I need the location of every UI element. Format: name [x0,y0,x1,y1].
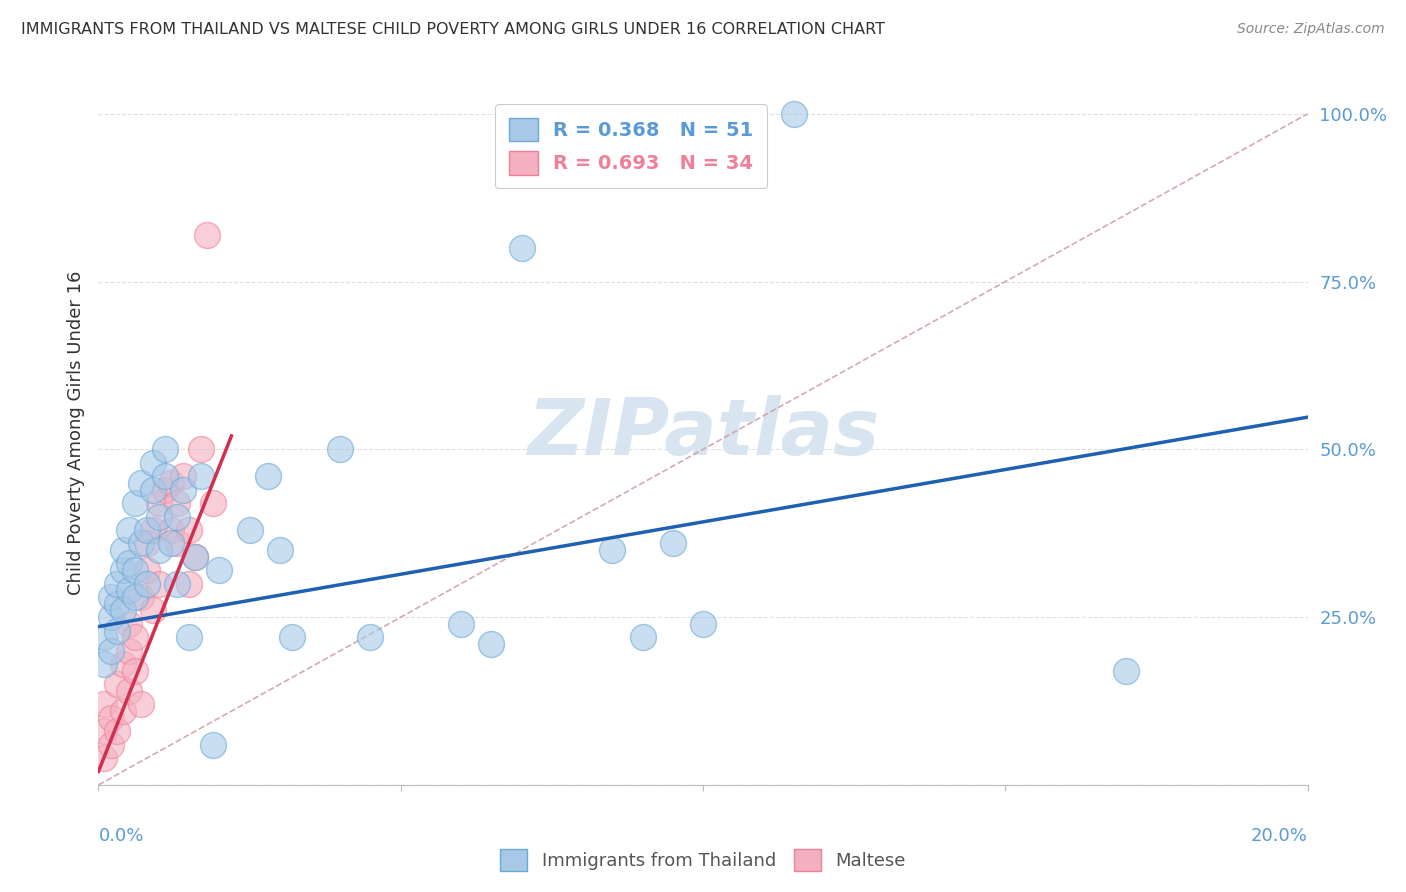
Point [135,563,157,577]
Point [166,496,188,510]
Point [118,684,141,698]
Point [129,475,152,490]
Point [111,543,134,558]
Point [142,483,165,497]
Point [148,509,170,524]
Point [118,523,141,537]
Point [142,523,165,537]
Point [184,549,207,564]
Point [100,711,122,725]
Point [118,644,141,658]
Text: 20.0%: 20.0% [1251,827,1308,846]
Point [661,536,683,550]
Point [179,630,201,644]
Point [360,630,382,644]
Point [208,563,231,577]
Point [118,557,141,571]
Point [692,616,714,631]
Point [172,483,194,497]
Point [135,576,157,591]
Point [184,549,207,564]
Point [148,496,170,510]
Text: Source: ZipAtlas.com: Source: ZipAtlas.com [1237,22,1385,37]
Point [93,657,115,672]
Point [93,630,115,644]
Point [100,590,122,604]
Point [93,724,115,739]
Point [118,616,141,631]
Point [450,616,472,631]
Point [111,657,134,672]
Point [202,496,225,510]
Point [153,442,176,457]
Point [111,704,134,718]
Point [148,543,170,558]
Point [1115,664,1137,678]
Point [190,469,212,483]
Point [256,469,278,483]
Point [172,469,194,483]
Point [111,563,134,577]
Point [160,475,183,490]
Y-axis label: Child Poverty Among Girls Under 16: Child Poverty Among Girls Under 16 [66,270,84,595]
Point [105,597,128,611]
Point [269,543,291,558]
Point [129,698,152,712]
Point [93,698,115,712]
Point [93,751,115,765]
Point [100,644,122,658]
Point [129,590,152,604]
Legend: R = 0.368   N = 51, R = 0.693   N = 34: R = 0.368 N = 51, R = 0.693 N = 34 [495,104,768,188]
Point [105,724,128,739]
Point [135,523,157,537]
Point [105,624,128,638]
Point [135,536,157,550]
Point [100,610,122,624]
Legend: Immigrants from Thailand, Maltese: Immigrants from Thailand, Maltese [494,842,912,879]
Point [124,563,146,577]
Point [202,738,225,752]
Point [142,603,165,617]
Point [118,583,141,598]
Point [179,576,201,591]
Point [329,442,352,457]
Point [602,543,624,558]
Point [166,509,188,524]
Point [160,536,183,550]
Point [160,523,183,537]
Point [631,630,654,644]
Point [105,576,128,591]
Point [105,677,128,691]
Point [153,483,176,497]
Point [100,738,122,752]
Point [239,523,262,537]
Point [124,590,146,604]
Point [195,227,218,242]
Point [510,241,533,255]
Point [153,469,176,483]
Point [124,496,146,510]
Point [129,536,152,550]
Point [111,603,134,617]
Point [166,576,188,591]
Point [190,442,212,457]
Text: IMMIGRANTS FROM THAILAND VS MALTESE CHILD POVERTY AMONG GIRLS UNDER 16 CORRELATI: IMMIGRANTS FROM THAILAND VS MALTESE CHIL… [21,22,886,37]
Point [783,107,806,121]
Point [179,523,201,537]
Text: ZIPatlas: ZIPatlas [527,394,879,471]
Point [124,630,146,644]
Point [142,456,165,470]
Point [124,664,146,678]
Point [481,637,503,651]
Text: 0.0%: 0.0% [98,827,143,846]
Point [281,630,304,644]
Point [148,576,170,591]
Point [166,536,188,550]
